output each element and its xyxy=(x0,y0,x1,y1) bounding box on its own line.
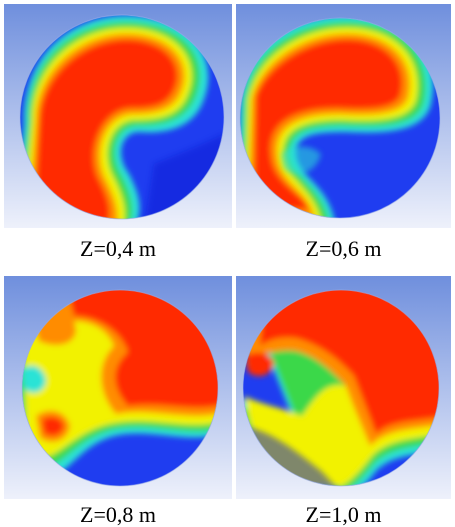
caption-z06: Z=0,6 m xyxy=(305,236,382,261)
contour-image-z06 xyxy=(236,4,451,228)
contour-plot-z06 xyxy=(236,4,451,228)
caption-z08: Z=0,8 m xyxy=(80,502,156,527)
contour-plot-z04 xyxy=(4,4,232,228)
caption-z04: Z=0,4 m xyxy=(80,236,156,261)
contour-image-z04 xyxy=(4,4,232,228)
contour-image-z10 xyxy=(236,276,451,499)
contour-plot-z08 xyxy=(4,276,232,499)
contour-plot-z10 xyxy=(236,276,451,499)
caption-z10: Z=1,0 m xyxy=(305,502,382,527)
contour-image-z08 xyxy=(4,276,232,499)
